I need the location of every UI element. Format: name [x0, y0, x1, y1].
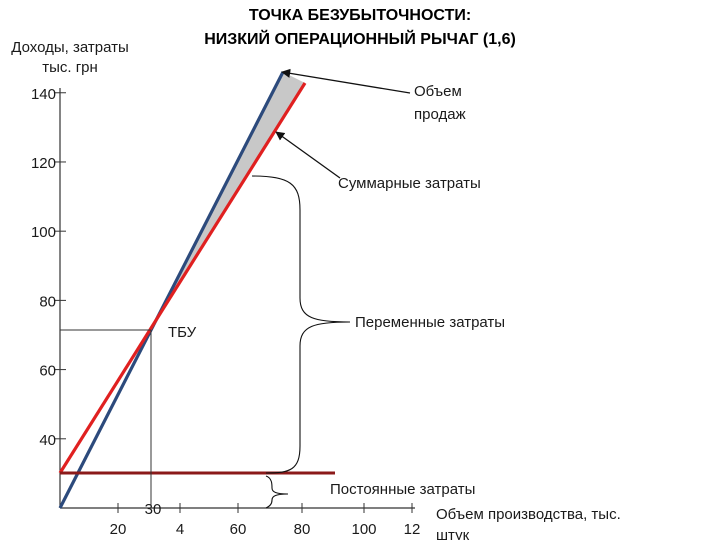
y-tick-label: 60: [39, 363, 56, 380]
breakeven-label: ТБУ: [168, 324, 197, 341]
x-ticks: 20 4 60 80 100 12 30: [110, 501, 421, 538]
chart-title-line-2: НИЗКИЙ ОПЕРАЦИОННЫЙ РЫЧАГ (1,6): [204, 29, 516, 48]
y-tick-label: 40: [39, 432, 56, 449]
fixed-costs-label: Постоянные затраты: [330, 481, 475, 498]
x-tick-label: 12: [404, 521, 421, 538]
variable-costs-brace: [251, 175, 351, 474]
y-tick-label: 80: [39, 293, 56, 310]
y-tick-label: 140: [31, 86, 56, 103]
sales-arrow: [281, 68, 411, 94]
x-tick-label: 100: [351, 521, 376, 538]
variable-costs-label: Переменные затраты: [355, 314, 505, 331]
y-tick-label: 120: [31, 155, 56, 172]
fixed-costs-brace: [265, 475, 289, 509]
x-extra-tick-label: 30: [145, 501, 162, 518]
y-axis-label-line-2: тыс. грн: [42, 59, 98, 76]
series-lines: [58, 71, 335, 509]
total-costs-label: Суммарные затраты: [338, 175, 481, 192]
x-axis-label-line-2: штук: [436, 527, 470, 540]
x-axis-label-line-1: Объем производства, тыс.: [436, 506, 621, 523]
y-tick-label: 100: [31, 224, 56, 241]
x-tick-label: 80: [294, 521, 311, 538]
sales-label-line-2: продаж: [414, 106, 466, 123]
total-costs-arrow: [275, 131, 341, 179]
x-tick-label: 20: [110, 521, 127, 538]
sales-label-line-1: Объем: [414, 83, 462, 100]
series-line-total-costs: [58, 82, 307, 474]
x-tick-label: 4: [176, 521, 184, 538]
x-tick-label: 60: [230, 521, 247, 538]
chart-title-line-1: ТОЧКА БЕЗУБЫТОЧНОСТИ:: [249, 7, 471, 24]
y-ticks: 140 120 100 80 60 40: [31, 86, 66, 449]
y-axis-label-line-1: Доходы, затраты: [11, 39, 128, 56]
series-line-sales: [58, 71, 285, 509]
